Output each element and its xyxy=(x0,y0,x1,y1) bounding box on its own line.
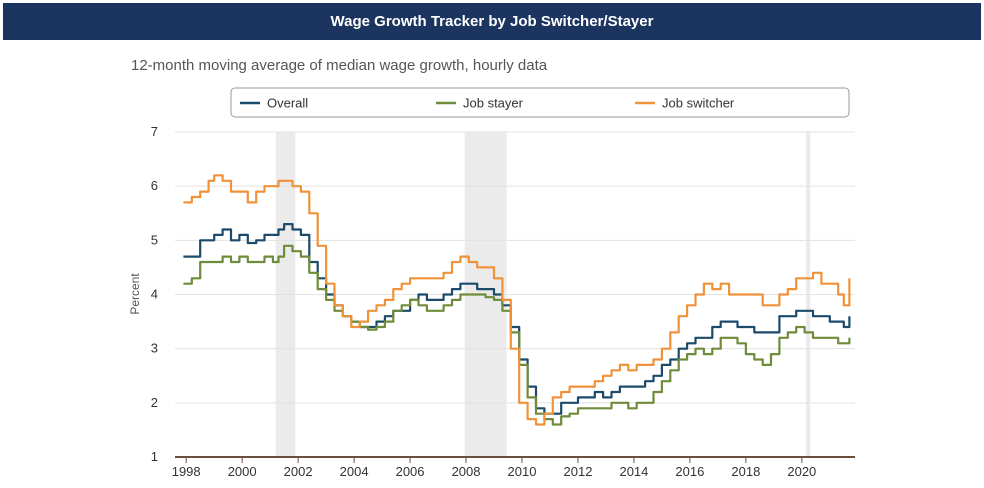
y-tick-label: 1 xyxy=(151,449,158,464)
x-tick-label: 2014 xyxy=(619,464,648,479)
legend-label-job-switcher: Job switcher xyxy=(662,96,735,111)
x-tick-label: 2016 xyxy=(675,464,704,479)
chart-subtitle: 12-month moving average of median wage g… xyxy=(131,57,548,74)
y-tick-label: 7 xyxy=(151,124,158,139)
series-line-job-switcher xyxy=(183,174,851,426)
x-tick-label: 2018 xyxy=(731,464,760,479)
legend-label-overall: Overall xyxy=(267,96,308,111)
axes: 1 2 3 4 5 6 7 1998 2000 2002 2004 2006 2008 2010 2012 2… xyxy=(151,124,855,479)
y-tick-label: 5 xyxy=(151,232,158,247)
y-tick-label: 4 xyxy=(151,287,158,302)
x-tick-label: 2020 xyxy=(787,464,816,479)
x-tick-label: 2012 xyxy=(564,464,593,479)
page-title: Wage Growth Tracker by Job Switcher/Stay… xyxy=(3,3,981,40)
y-tick-label: 2 xyxy=(151,395,158,410)
x-tick-label: 2004 xyxy=(340,464,369,479)
legend: Overall Job stayer Job switcher xyxy=(230,87,850,118)
x-tick-label: 2002 xyxy=(284,464,313,479)
legend-box xyxy=(230,87,850,118)
legend-label-job-stayer: Job stayer xyxy=(463,96,524,111)
x-tick-label: 1998 xyxy=(172,464,201,479)
x-tick-label: 2000 xyxy=(228,464,257,479)
series-lines xyxy=(183,174,851,426)
y-axis-title: Percent xyxy=(128,273,142,315)
x-tick-label: 2010 xyxy=(508,464,537,479)
y-tick-label: 6 xyxy=(151,178,158,193)
x-tick-label: 2008 xyxy=(452,464,481,479)
x-tick-label: 2006 xyxy=(396,464,425,479)
y-tick-label: 3 xyxy=(151,341,158,356)
